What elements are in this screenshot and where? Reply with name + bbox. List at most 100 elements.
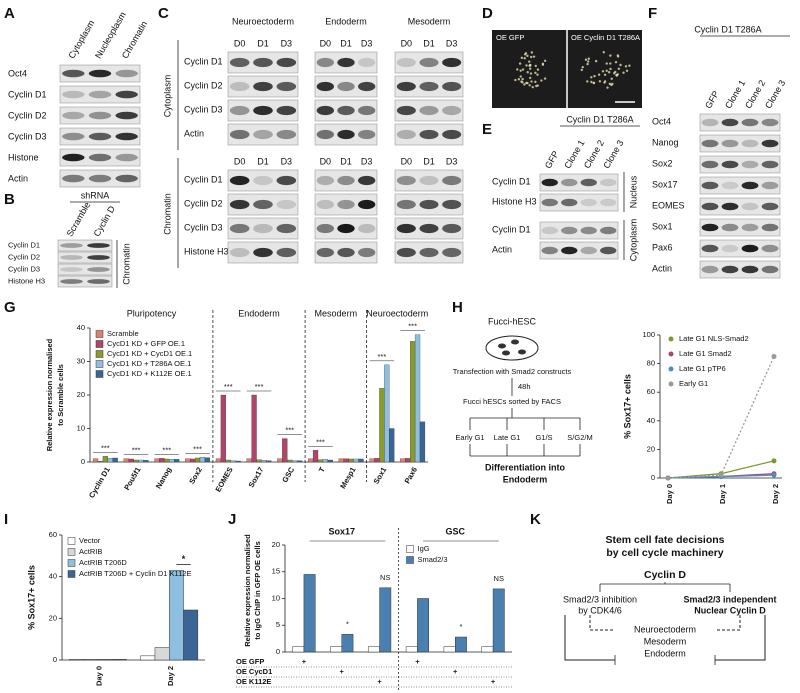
band	[541, 198, 558, 207]
band	[419, 199, 439, 210]
band	[62, 90, 85, 99]
band	[701, 160, 719, 169]
band	[276, 57, 297, 68]
blot-strip	[57, 239, 113, 252]
band	[357, 129, 376, 140]
band	[580, 178, 597, 187]
band	[357, 247, 376, 258]
band	[419, 57, 439, 68]
band	[396, 175, 416, 186]
band	[357, 223, 376, 234]
legend-label: ActRIB	[79, 547, 102, 556]
band	[229, 129, 250, 140]
band	[115, 90, 138, 99]
lane-label: D0	[401, 156, 413, 166]
colony-cell	[593, 74, 596, 78]
colony-cell	[616, 54, 620, 57]
band	[442, 223, 462, 234]
y-tick-label: 10	[77, 423, 85, 432]
y-tick-label: 20	[49, 613, 57, 622]
band	[87, 255, 110, 260]
colony-cell	[531, 85, 534, 89]
lane-label: D1	[257, 156, 269, 166]
bar	[308, 458, 314, 463]
bar	[128, 458, 134, 463]
lane-label: D3	[281, 38, 293, 48]
legend-label: CycD1 KD + CycD1 OE.1	[107, 349, 192, 358]
band	[62, 69, 85, 78]
colony-cell	[590, 76, 593, 79]
legend-label: CycD1 KD + K112E OE.1	[107, 369, 192, 378]
colony-cell	[628, 64, 631, 67]
colony-cell	[528, 64, 531, 68]
blot-strip	[699, 239, 781, 258]
band	[357, 57, 376, 68]
panel-letter: B	[4, 191, 15, 208]
band	[761, 244, 779, 253]
y-tick-label: 40	[49, 572, 57, 581]
row-label: Cyclin D1	[184, 56, 223, 66]
lane-label: D1	[340, 156, 352, 166]
bar	[97, 461, 104, 463]
band	[276, 199, 297, 210]
legend-swatch	[406, 556, 414, 564]
result-label: Differentiation into	[485, 462, 565, 472]
band	[316, 175, 335, 186]
colony-cell	[616, 73, 619, 76]
band	[721, 265, 739, 274]
colony-cell	[525, 81, 528, 85]
colony-cell	[605, 69, 608, 72]
bar	[338, 458, 344, 463]
bar	[102, 456, 108, 463]
bar	[138, 459, 144, 463]
side-label: Chromatin	[121, 243, 131, 285]
band	[442, 199, 462, 210]
panel-letter: G	[4, 299, 16, 316]
condition-marker: +	[491, 677, 496, 686]
bar	[358, 458, 364, 463]
band	[541, 226, 558, 235]
bar	[389, 428, 395, 463]
column-label: Cyclin D	[92, 204, 118, 238]
legend-swatch	[95, 360, 104, 368]
significance: *	[346, 619, 349, 628]
blot-strip	[394, 169, 464, 192]
band	[396, 81, 416, 92]
bar	[194, 457, 201, 463]
colony-cell	[592, 81, 596, 84]
colony-cell	[614, 60, 618, 64]
band	[721, 244, 739, 253]
diagram-title: Stem cell fate decisions	[605, 534, 724, 546]
row-label: Sox17	[652, 179, 678, 189]
panel-letter: E	[482, 121, 492, 138]
blot-strip	[699, 155, 781, 174]
colony-cell	[529, 72, 533, 75]
band	[87, 267, 110, 272]
band	[253, 129, 273, 140]
panel-letter: I	[4, 511, 8, 528]
colony-cell	[532, 55, 536, 58]
y-tick-label: 20	[272, 540, 280, 549]
band	[253, 199, 273, 210]
blot-strip	[699, 197, 781, 216]
band	[115, 153, 138, 162]
row-label: Actin	[184, 128, 204, 138]
lane-label: D3	[281, 156, 293, 166]
x-tick-label: Day 2	[771, 484, 780, 504]
fate-label: Mesoderm	[644, 636, 687, 646]
colony-cell	[581, 65, 584, 69]
bar	[481, 646, 494, 653]
colony-cell	[524, 52, 528, 55]
significance: ***	[408, 322, 417, 331]
y-tick-label: 30	[77, 356, 85, 365]
colony-cell	[590, 80, 593, 84]
bar	[282, 438, 288, 463]
row-label: Oct4	[8, 68, 27, 78]
row-label: Histone H3	[492, 196, 537, 206]
band	[701, 118, 719, 127]
colony-cell	[602, 51, 606, 54]
band	[87, 279, 110, 284]
colony-cell	[543, 77, 547, 80]
bar	[379, 587, 392, 653]
band	[337, 175, 355, 186]
